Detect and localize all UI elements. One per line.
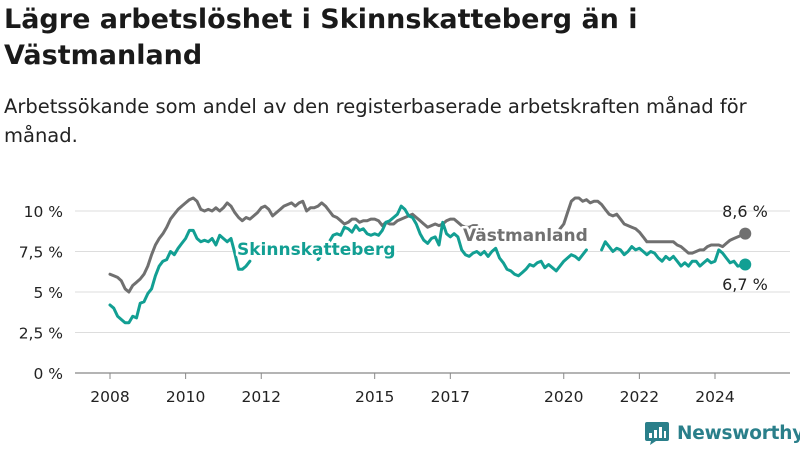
x-tick-label: 2022 xyxy=(620,388,659,406)
x-tick-label: 2024 xyxy=(695,388,734,406)
y-tick-label: 10 % xyxy=(24,203,63,221)
end-marker-vastmanland xyxy=(739,227,752,240)
y-tick-label: 0 % xyxy=(33,365,63,383)
gridlines xyxy=(75,210,790,374)
end-marker-skinnskatteberg xyxy=(739,258,752,271)
chart-title: Lägre arbetslöshet i Skinnskatteberg än … xyxy=(4,4,638,71)
x-tick-label: 2015 xyxy=(355,388,394,406)
y-tick-label: 7,5 % xyxy=(19,244,63,262)
chart-subtitle: Arbetssökande som andel av den registerb… xyxy=(4,95,747,147)
y-axis: 0 % 2,5 % 5 % 7,5 % 10 % xyxy=(19,203,63,383)
x-tick-label: 2017 xyxy=(431,388,470,406)
brand-logo: Newsworthy xyxy=(644,419,800,447)
x-tick-label: 2020 xyxy=(544,388,583,406)
skinnskatteberg-line xyxy=(108,204,747,325)
x-tick-label: 2010 xyxy=(166,388,205,406)
end-value-label-skinnskatteberg: 6,7 % xyxy=(722,275,768,294)
series-label-vastmanland: Västmanland xyxy=(463,226,588,246)
brand-name: Newsworthy xyxy=(677,422,800,444)
vastmanland-line xyxy=(108,196,747,294)
x-tick-label: 2008 xyxy=(90,388,129,406)
series-lines xyxy=(108,196,752,325)
newsworthy-icon xyxy=(645,422,669,445)
series-labels: Västmanland Skinnskatteberg 8,6 % 6,7 % xyxy=(235,202,768,294)
x-axis: 2008 2010 2012 2015 2017 2020 2022 2024 xyxy=(90,373,735,406)
series-label-skinnskatteberg: Skinnskatteberg xyxy=(237,240,396,260)
y-tick-label: 5 % xyxy=(33,284,63,302)
end-value-label-vastmanland: 8,6 % xyxy=(722,202,768,221)
y-tick-label: 2,5 % xyxy=(19,325,63,343)
x-tick-label: 2012 xyxy=(242,388,281,406)
